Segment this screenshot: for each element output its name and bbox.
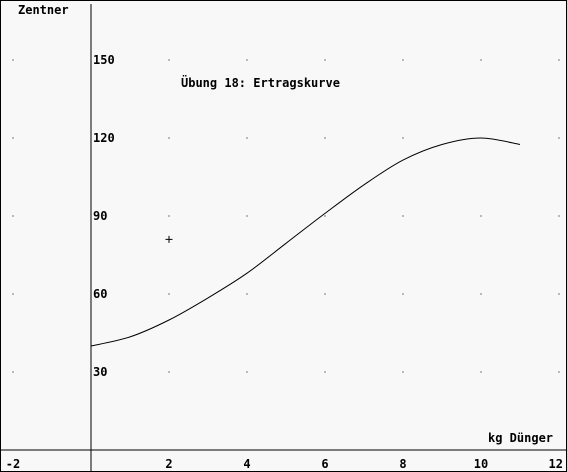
chart-title: Übung 18: Ertragskurve <box>181 75 340 90</box>
grid-dot <box>12 59 14 61</box>
plus-marker <box>165 235 173 243</box>
grid-dot <box>558 59 560 61</box>
grid-dot <box>558 293 560 295</box>
y-tick-label: 120 <box>93 131 115 145</box>
x-tick-label: 4 <box>243 457 250 471</box>
x-tick-label: -2 <box>6 457 20 471</box>
grid-dot <box>558 137 560 139</box>
grid-dot <box>12 137 14 139</box>
grid-dot <box>246 215 248 217</box>
grid-dot <box>324 293 326 295</box>
grid-dot <box>324 59 326 61</box>
grid-dot <box>246 137 248 139</box>
grid-dot <box>12 371 14 373</box>
grid-dot <box>168 371 170 373</box>
grid-dot <box>480 215 482 217</box>
x-tick-label: 12 <box>549 457 563 471</box>
y-tick-label: 150 <box>93 53 115 67</box>
grid-dot <box>246 293 248 295</box>
grid-dot <box>402 293 404 295</box>
grid-dot <box>558 371 560 373</box>
x-axis-label: kg Dünger <box>488 431 553 445</box>
grid-dot <box>12 293 14 295</box>
x-tick-labels: -2 2 4 6 8 10 12 <box>6 457 563 471</box>
x-tick-label: 10 <box>474 457 488 471</box>
grid-dot <box>402 215 404 217</box>
grid-dot <box>246 371 248 373</box>
grid-dot <box>12 215 14 217</box>
grid-dot <box>324 215 326 217</box>
y-tick-label: 90 <box>93 209 107 223</box>
grid-dot <box>480 371 482 373</box>
grid-dot <box>480 59 482 61</box>
x-tick-label: 8 <box>399 457 406 471</box>
yield-curve-line <box>90 137 521 347</box>
x-tick-label: 6 <box>321 457 328 471</box>
grid-dot <box>168 137 170 139</box>
grid-dot <box>558 215 560 217</box>
grid-dot <box>168 215 170 217</box>
x-tick-label: 2 <box>165 457 172 471</box>
grid-dot <box>402 137 404 139</box>
grid-dot <box>402 59 404 61</box>
grid-dot <box>168 293 170 295</box>
grid-dot <box>324 371 326 373</box>
y-axis-label: Zentner <box>18 3 69 17</box>
grid-dot <box>168 59 170 61</box>
markers <box>165 235 173 243</box>
y-tick-label: 30 <box>93 365 107 379</box>
grid-dot <box>402 371 404 373</box>
y-tick-labels: 30 60 90 120 150 <box>93 53 115 379</box>
y-tick-label: 60 <box>93 287 107 301</box>
grid-dot <box>246 59 248 61</box>
grid-dot <box>324 137 326 139</box>
grid-dot <box>480 293 482 295</box>
